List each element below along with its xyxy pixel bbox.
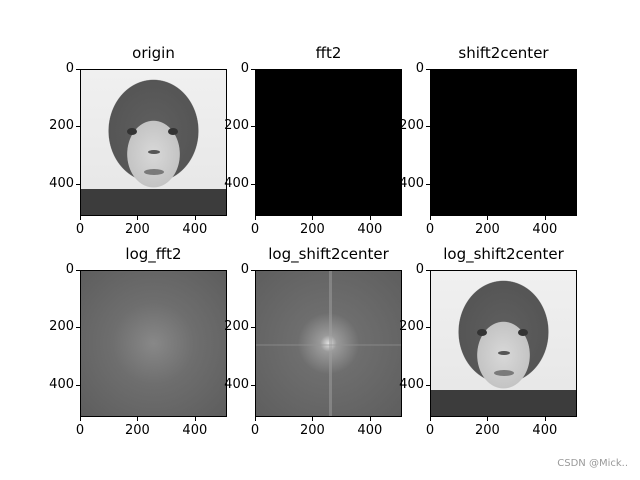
y-tick-mark xyxy=(426,69,430,70)
x-tick-label: 200 xyxy=(475,222,500,237)
x-tick-mark xyxy=(137,216,139,220)
subplot-title: log_shift2center xyxy=(268,245,389,263)
y-tick-label: 0 xyxy=(415,61,424,76)
x-tick-label: 400 xyxy=(182,423,208,438)
y-tick-label: 400 xyxy=(224,376,249,392)
nose xyxy=(497,350,510,355)
x-tick-label: 200 xyxy=(475,423,500,438)
x-tick-label: 400 xyxy=(357,423,383,438)
x-tick-mark xyxy=(369,417,371,421)
image-axes-shift2center xyxy=(430,69,577,216)
x-tick-mark xyxy=(487,216,489,220)
x-tick-mark xyxy=(137,417,139,421)
y-tick-label: 0 xyxy=(415,262,424,277)
x-tick-mark xyxy=(194,417,196,421)
y-tick-mark xyxy=(251,69,255,70)
x-tick-label: 400 xyxy=(182,222,208,237)
eye-left xyxy=(127,128,138,135)
subplot-title: origin xyxy=(132,44,175,62)
subplot-title: log_shift2center xyxy=(443,245,564,263)
y-tick-mark xyxy=(251,327,255,329)
eye-right xyxy=(168,128,178,135)
y-tick-mark xyxy=(76,384,80,386)
y-tick-mark xyxy=(251,126,255,128)
x-tick-mark xyxy=(487,417,489,421)
image-axes-origin xyxy=(80,69,227,216)
x-tick-label: 0 xyxy=(250,222,260,237)
y-tick-mark xyxy=(76,327,80,329)
y-tick-label: 400 xyxy=(49,376,74,392)
y-tick-label: 200 xyxy=(224,319,249,335)
scarf xyxy=(431,389,576,416)
x-tick-label: 200 xyxy=(125,222,150,237)
y-tick-label: 400 xyxy=(49,175,74,191)
y-tick-mark xyxy=(426,183,430,185)
y-tick-mark xyxy=(251,183,255,185)
spectrum-horizontal-line xyxy=(256,343,401,346)
x-tick-mark xyxy=(312,216,314,220)
x-tick-mark xyxy=(430,417,431,421)
x-tick-label: 200 xyxy=(125,423,150,438)
y-tick-label: 0 xyxy=(65,262,74,277)
x-tick-mark xyxy=(544,216,546,220)
x-tick-mark xyxy=(80,417,81,421)
y-tick-mark xyxy=(426,384,430,386)
y-tick-label: 400 xyxy=(399,175,424,191)
image-axes-log-shift2center xyxy=(255,270,402,417)
x-tick-label: 200 xyxy=(300,222,325,237)
subplot-title: shift2center xyxy=(458,44,549,62)
x-tick-mark xyxy=(80,216,81,220)
spectrum-vertical-line xyxy=(328,271,332,416)
eye-left xyxy=(477,329,488,336)
x-tick-mark xyxy=(369,216,371,220)
mouth xyxy=(143,168,164,175)
x-tick-mark xyxy=(194,216,196,220)
image-axes-log-shift2center xyxy=(430,270,577,417)
x-tick-label: 0 xyxy=(75,222,85,237)
y-tick-mark xyxy=(426,327,430,329)
y-tick-mark xyxy=(251,384,255,386)
x-tick-label: 0 xyxy=(75,423,85,438)
x-tick-label: 0 xyxy=(250,423,260,438)
x-tick-label: 400 xyxy=(532,423,558,438)
y-tick-label: 400 xyxy=(399,376,424,392)
x-tick-mark xyxy=(255,216,256,220)
x-tick-label: 400 xyxy=(532,222,558,237)
scarf xyxy=(81,188,226,215)
x-tick-mark xyxy=(255,417,256,421)
eye-right xyxy=(518,329,528,336)
y-tick-mark xyxy=(76,126,80,128)
y-tick-label: 0 xyxy=(240,61,249,76)
y-tick-label: 0 xyxy=(240,262,249,277)
subplot-title: log_fft2 xyxy=(125,245,182,263)
y-tick-mark xyxy=(426,270,430,271)
y-tick-mark xyxy=(251,270,255,271)
mouth xyxy=(493,369,514,376)
x-tick-mark xyxy=(544,417,546,421)
y-tick-mark xyxy=(76,183,80,185)
x-tick-mark xyxy=(312,417,314,421)
y-tick-mark xyxy=(76,69,80,70)
image-axes-log-fft2 xyxy=(80,270,227,417)
subplot-title: fft2 xyxy=(315,44,342,62)
y-tick-label: 0 xyxy=(65,61,74,76)
image-axes-fft2 xyxy=(255,69,402,216)
x-tick-mark xyxy=(430,216,431,220)
y-tick-label: 200 xyxy=(399,319,424,335)
y-tick-label: 200 xyxy=(49,118,74,134)
y-tick-mark xyxy=(76,270,80,271)
x-tick-label: 0 xyxy=(425,222,435,237)
x-tick-label: 400 xyxy=(357,222,383,237)
x-tick-label: 200 xyxy=(300,423,325,438)
y-tick-mark xyxy=(426,126,430,128)
y-tick-label: 200 xyxy=(49,319,74,335)
watermark: CSDN @Mick.. xyxy=(557,458,628,469)
x-tick-label: 0 xyxy=(425,423,435,438)
y-tick-label: 400 xyxy=(224,175,249,191)
y-tick-label: 200 xyxy=(399,118,424,134)
y-tick-label: 200 xyxy=(224,118,249,134)
nose xyxy=(147,149,160,154)
